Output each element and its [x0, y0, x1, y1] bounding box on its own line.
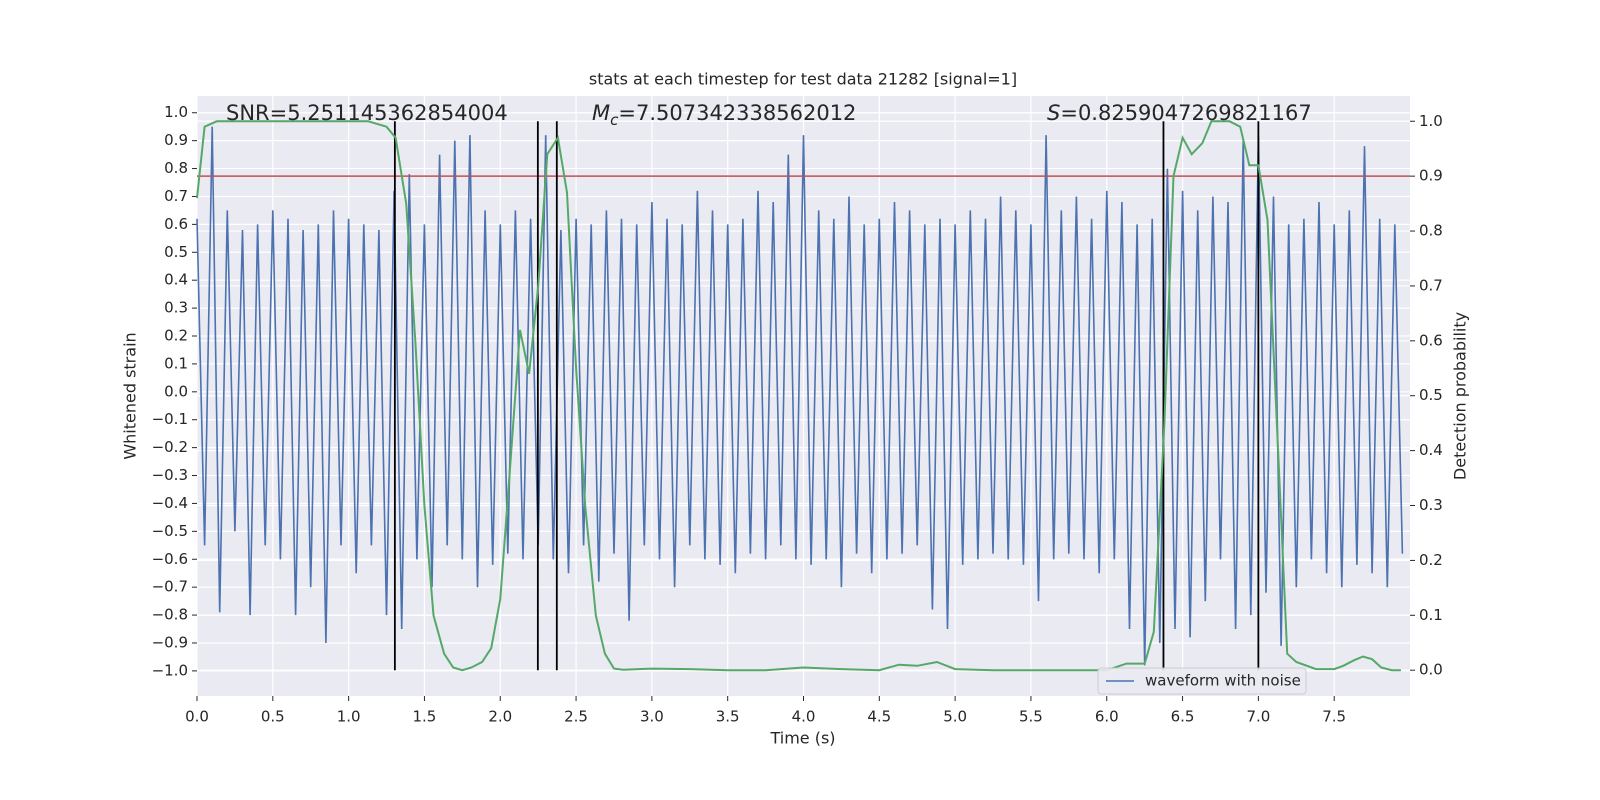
y2-tick-label: 0.1 [1419, 606, 1443, 624]
y-tick-label: −0.7 [152, 578, 188, 596]
grid [192, 96, 1415, 701]
y2-axis-label: Detection probability [1451, 312, 1470, 480]
y-tick-label: 0.0 [164, 382, 188, 400]
y2-tick-label: 0.0 [1419, 661, 1443, 679]
x-tick-label: 4.5 [867, 708, 891, 726]
probability-line [196, 120, 1401, 672]
y2-tick-label: 0.7 [1419, 276, 1443, 294]
y-tick-label: −1.0 [152, 661, 188, 679]
annotation-symbol: M [592, 101, 610, 125]
legend-box [1097, 667, 1307, 695]
y2-tick-label: 1.0 [1419, 112, 1443, 130]
y2-tick-label: 0.9 [1419, 167, 1443, 185]
marks [196, 120, 1410, 672]
x-tick-label: 2.5 [564, 708, 588, 726]
y2-tick-label: 0.3 [1419, 496, 1443, 514]
annotation-symbol: S [1047, 101, 1060, 125]
y2-tick-label: 0.2 [1419, 551, 1443, 569]
y-tick-label: −0.8 [152, 606, 188, 624]
y-tick-label: 0.1 [164, 354, 188, 372]
x-tick-label: 1.0 [337, 708, 361, 726]
y-tick-label: 0.2 [164, 327, 188, 345]
y2-tick-label: 0.5 [1419, 386, 1443, 404]
y-tick-label: 0.3 [164, 299, 188, 317]
y-axis-label: Whitened strain [121, 332, 140, 459]
y-tick-label: 0.5 [164, 243, 188, 261]
legend-label: waveform with noise [1145, 672, 1301, 690]
x-tick-label: 0.5 [261, 708, 285, 726]
y2-tick-label: 0.6 [1419, 331, 1443, 349]
legend: waveform with noise [1097, 667, 1307, 695]
y-tick-label: −0.3 [152, 466, 188, 484]
y-tick-label: 0.7 [164, 187, 188, 205]
annotation: Mc=7.507342338562012 [592, 101, 856, 129]
annotation-text: =0.8259047269821167 [1060, 101, 1311, 125]
annotation-text: =7.507342338562012 [618, 101, 856, 125]
y-tick-label: −0.4 [152, 494, 188, 512]
labels: 0.0 0.5 1.0 1.5 2.0 2.5 3.0 3.5 4.0 4.5 5.0 5.5 6.0 6… [152, 101, 1443, 726]
annotation-subscript: c [610, 111, 619, 129]
x-tick-label: 6.5 [1171, 708, 1195, 726]
x-tick-label: 0.0 [185, 708, 209, 726]
y2-tick-label: 0.8 [1419, 222, 1443, 240]
x-tick-label: 5.5 [1019, 708, 1043, 726]
y-tick-label: −0.9 [152, 633, 188, 651]
annotation: SNR=5.251145362854004 [226, 101, 508, 125]
y-tick-label: 0.8 [164, 159, 188, 177]
chart-title: stats at each timestep for test data 212… [589, 70, 1017, 89]
y-tick-label: 0.9 [164, 131, 188, 149]
x-tick-label: 3.5 [716, 708, 740, 726]
annotation: S=0.8259047269821167 [1047, 101, 1312, 125]
y-tick-label: −0.1 [152, 410, 188, 428]
x-tick-label: 3.0 [640, 708, 664, 726]
x-tick-label: 7.5 [1322, 708, 1346, 726]
y2-tick-label: 0.4 [1419, 441, 1443, 459]
x-tick-label: 2.0 [488, 708, 512, 726]
y-tick-label: 0.4 [164, 271, 188, 289]
x-tick-label: 4.0 [792, 708, 816, 726]
annotation-text: SNR=5.251145362854004 [226, 101, 508, 125]
x-tick-label: 6.0 [1095, 708, 1119, 726]
y-tick-label: 1.0 [164, 103, 188, 121]
y-tick-label: −0.5 [152, 522, 188, 540]
waveform-line [196, 126, 1404, 666]
y-tick-label: −0.6 [152, 550, 188, 568]
x-tick-label: 1.5 [413, 708, 437, 726]
x-axis-label: Time (s) [769, 729, 835, 748]
x-tick-label: 7.0 [1246, 708, 1270, 726]
y-tick-label: −0.2 [152, 438, 188, 456]
y-tick-label: 0.6 [164, 215, 188, 233]
x-tick-label: 5.0 [943, 708, 967, 726]
